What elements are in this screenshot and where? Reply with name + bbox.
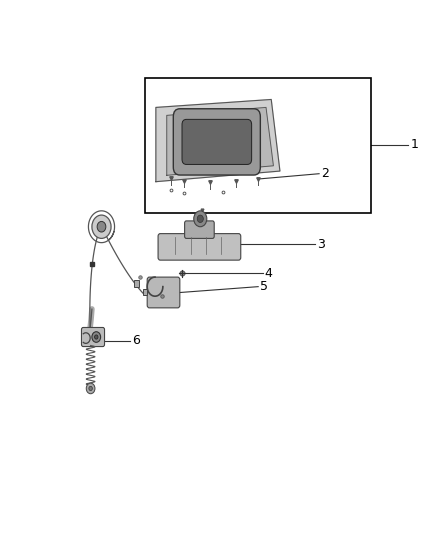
Circle shape [92, 332, 101, 342]
Circle shape [197, 215, 203, 222]
FancyBboxPatch shape [159, 239, 171, 256]
Text: 4: 4 [265, 267, 272, 280]
Circle shape [95, 335, 98, 339]
Polygon shape [156, 100, 280, 182]
FancyBboxPatch shape [228, 239, 240, 256]
Text: 5: 5 [260, 280, 268, 293]
Text: 2: 2 [321, 167, 329, 180]
Circle shape [97, 221, 106, 232]
Circle shape [86, 383, 95, 394]
Bar [145, 78, 371, 214]
Circle shape [89, 386, 92, 391]
FancyBboxPatch shape [185, 221, 214, 238]
Polygon shape [167, 108, 273, 175]
FancyBboxPatch shape [173, 109, 260, 175]
Text: 3: 3 [317, 238, 325, 251]
Circle shape [92, 215, 111, 238]
Bar [134, 280, 139, 287]
Text: 1: 1 [410, 138, 418, 151]
Bar [143, 289, 147, 295]
FancyBboxPatch shape [147, 277, 180, 308]
Text: 6: 6 [132, 334, 140, 347]
FancyBboxPatch shape [81, 327, 105, 346]
FancyBboxPatch shape [182, 119, 252, 165]
FancyBboxPatch shape [158, 233, 241, 260]
Circle shape [194, 211, 207, 227]
